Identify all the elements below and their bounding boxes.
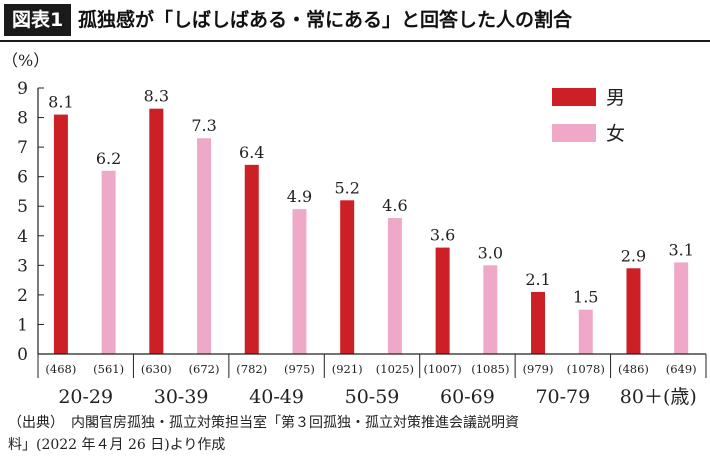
chart-title: 孤独感が「しばしばある・常にある」と回答した人の割合 (78, 9, 573, 31)
source-line-1: （出典） 内閣官房孤独・孤立対策担当室「第３回孤独・孤立対策推進会議説明資 (8, 415, 519, 431)
male-bar (244, 164, 259, 354)
female-bar (292, 209, 307, 354)
data-label: 5.2 (334, 178, 359, 197)
male-bar (435, 247, 450, 354)
y-tick-label: 0 (17, 345, 28, 365)
title-bar: 図表1 孤独感が「しばしばある・常にある」と回答した人の割合 (0, 0, 710, 42)
data-label: 3.0 (478, 243, 503, 262)
sample-size-label: (649) (666, 362, 697, 376)
sample-size-label: (486) (618, 362, 649, 376)
data-label: 7.3 (191, 116, 216, 135)
sample-size-label: (561) (93, 362, 124, 376)
category-label: 70-79 (535, 386, 590, 408)
data-label: 1.5 (573, 288, 598, 307)
sample-size-label: (975) (284, 362, 315, 376)
category-label: 60-69 (440, 386, 495, 408)
female-bar (578, 309, 593, 354)
category-label: 40-49 (249, 386, 304, 408)
source-note: （出典） 内閣官房孤独・孤立対策担当室「第３回孤独・孤立対策推進会議説明資 料」… (8, 412, 708, 456)
data-label: 2.9 (621, 246, 646, 265)
male-legend-swatch (552, 88, 596, 106)
female-bar (483, 265, 498, 354)
legend: 男女 (552, 87, 625, 145)
bar-chart: （%） 0 1 2 3 4 5 6 7 8 9 8.1 6.2 8.3 7.3 6.4 4.9 5.2 4.6 3… (2, 51, 707, 408)
sample-size-label: (468) (45, 362, 76, 376)
title-rule (0, 40, 710, 42)
female-legend-swatch (552, 124, 596, 142)
category-label: 80＋(歳) (620, 386, 697, 408)
y-tick-label: 3 (17, 256, 28, 276)
male-bar (53, 114, 68, 354)
y-tick-label: 1 (17, 315, 28, 335)
sample-size-label: (672) (189, 362, 220, 376)
sample-size-label: (630) (141, 362, 172, 376)
sample-size-label: (782) (236, 362, 267, 376)
male-bar (149, 108, 164, 354)
male-bar (531, 291, 546, 354)
male-bar (626, 268, 641, 354)
y-tick-label: 5 (17, 197, 28, 217)
bars: 8.1 6.2 8.3 7.3 6.4 4.9 5.2 4.6 3.6 3.0 2.1 1.5 2.9 3… (48, 87, 694, 354)
legend-label: 女 (606, 123, 625, 145)
data-label: 6.4 (239, 143, 264, 162)
y-tick-label: 4 (17, 227, 28, 247)
data-label: 8.3 (144, 87, 169, 106)
female-bar (101, 170, 116, 354)
sample-size-label: (921) (332, 362, 363, 376)
sample-size-label: (1085) (471, 362, 509, 376)
data-label: 4.9 (287, 187, 312, 206)
data-label: 8.1 (48, 93, 73, 112)
y-tick-label: 7 (17, 138, 28, 158)
category-label: 30-39 (154, 386, 209, 408)
legend-label: 男 (606, 87, 625, 109)
male-bar (340, 200, 355, 354)
sample-size-label: (1025) (376, 362, 414, 376)
female-bar (674, 262, 689, 354)
data-label: 3.1 (668, 240, 693, 259)
category-label: 20-29 (58, 386, 113, 408)
data-label: 6.2 (96, 149, 121, 168)
data-label: 3.6 (430, 226, 455, 245)
sample-size-label: (1078) (567, 362, 605, 376)
x-axis: (468) (561) 20-29 (630) (672) 30-39 (782) (975)… (37, 353, 707, 408)
sample-size-label: (979) (523, 362, 554, 376)
y-axis: 0 1 2 3 4 5 6 7 8 9 (17, 79, 44, 365)
category-label: 50-59 (345, 386, 400, 408)
source-line-2: 料」(2022 年４月 26 日)より作成 (8, 437, 226, 453)
sample-size-label: (1007) (423, 362, 461, 376)
female-bar (197, 138, 212, 354)
y-tick-label: 8 (17, 109, 28, 129)
y-tick-label: 6 (17, 168, 28, 188)
data-label: 4.6 (382, 196, 407, 215)
female-bar (387, 218, 402, 354)
data-label: 2.1 (525, 270, 550, 289)
y-tick-label: 2 (17, 286, 28, 306)
y-axis-label: （%） (2, 51, 49, 70)
y-tick-label: 9 (17, 79, 28, 99)
figure-label: 図表1 (4, 4, 72, 36)
